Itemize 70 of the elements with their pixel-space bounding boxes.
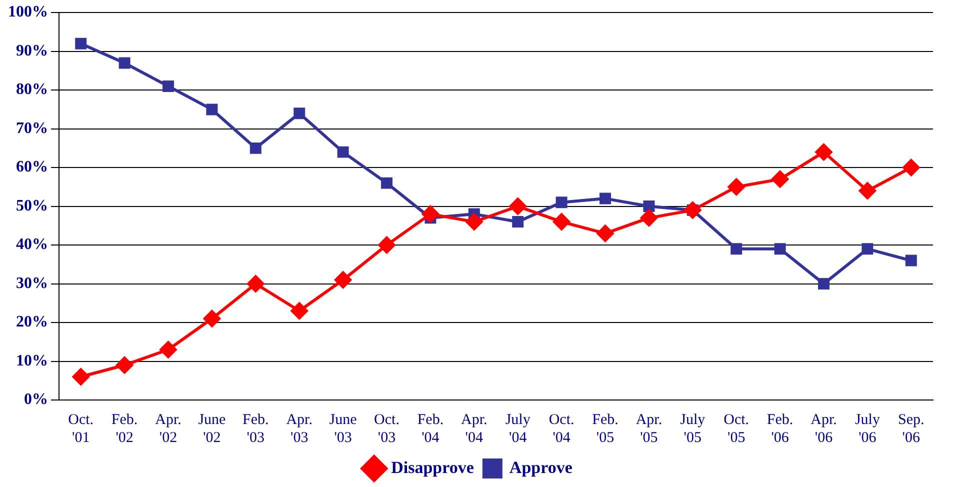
x-tick-label: Oct. '01 — [68, 412, 94, 446]
x-tick-label: June '03 — [329, 412, 358, 446]
x-tick-label: Feb. '03 — [242, 412, 269, 446]
x-tick-label: Sep. '06 — [898, 412, 924, 446]
x-tick-label: Apr. '04 — [461, 412, 488, 446]
point — [818, 278, 830, 290]
y-tick-label: 20% — [16, 314, 48, 331]
y-tick-label: 90% — [16, 42, 48, 60]
point — [862, 243, 874, 255]
point — [730, 243, 742, 255]
point — [337, 146, 349, 158]
point — [160, 341, 177, 358]
x-tick-label: Feb. '04 — [417, 412, 444, 446]
y-tick-label: 10% — [16, 352, 48, 370]
point — [381, 177, 392, 189]
y-tick-label: 70% — [16, 120, 48, 137]
point — [772, 170, 789, 188]
point — [553, 213, 570, 230]
y-tick-label: 50% — [16, 197, 48, 214]
y-tick-label: 60% — [16, 158, 48, 176]
point — [509, 198, 526, 215]
x-tick-label: Apr. '05 — [636, 412, 662, 446]
legend-label: Approve — [509, 458, 573, 477]
point — [556, 196, 568, 208]
point — [203, 310, 220, 328]
x-tick-label: July '04 — [505, 412, 531, 446]
point — [512, 216, 524, 228]
point — [247, 275, 264, 292]
point — [466, 213, 483, 230]
point — [600, 192, 611, 204]
x-tick-label: June '02 — [198, 412, 226, 446]
point — [294, 108, 306, 120]
legend-label: Disapprove — [391, 458, 474, 477]
x-tick-label: July '06 — [854, 412, 880, 446]
point — [75, 38, 87, 50]
point — [116, 356, 134, 374]
point — [206, 104, 218, 116]
point — [728, 178, 745, 196]
point — [902, 159, 920, 176]
point — [858, 182, 876, 200]
point — [684, 202, 702, 219]
x-tick-label: Oct. '05 — [724, 412, 750, 446]
x-tick-label: July '05 — [680, 412, 706, 446]
x-tick-label: Apr. '06 — [810, 412, 837, 446]
point — [643, 200, 655, 212]
y-tick-label: 40% — [16, 236, 48, 254]
y-tick-label: 30% — [16, 274, 48, 292]
y-tick-label: 80% — [16, 81, 48, 98]
point — [815, 144, 832, 161]
x-tick-label: Apr. '02 — [155, 412, 182, 446]
point — [250, 142, 262, 154]
point — [72, 368, 90, 386]
x-tick-label: Oct. '03 — [374, 412, 400, 446]
y-tick-label: 0% — [24, 391, 48, 408]
point — [334, 271, 352, 288]
point — [422, 206, 439, 223]
point — [290, 302, 308, 320]
y-tick-label: 100% — [8, 4, 48, 21]
point — [774, 243, 786, 255]
point — [378, 236, 396, 254]
point — [596, 224, 614, 242]
x-tick-label: Feb. '05 — [592, 412, 618, 446]
point — [162, 80, 174, 92]
x-tick-label: Feb. '06 — [766, 412, 794, 446]
x-tick-label: Apr. '03 — [286, 412, 312, 446]
point — [640, 209, 658, 226]
point — [118, 57, 130, 69]
point — [905, 254, 917, 266]
x-tick-label: Feb. '02 — [111, 412, 138, 446]
x-tick-label: Oct. '04 — [548, 412, 574, 446]
